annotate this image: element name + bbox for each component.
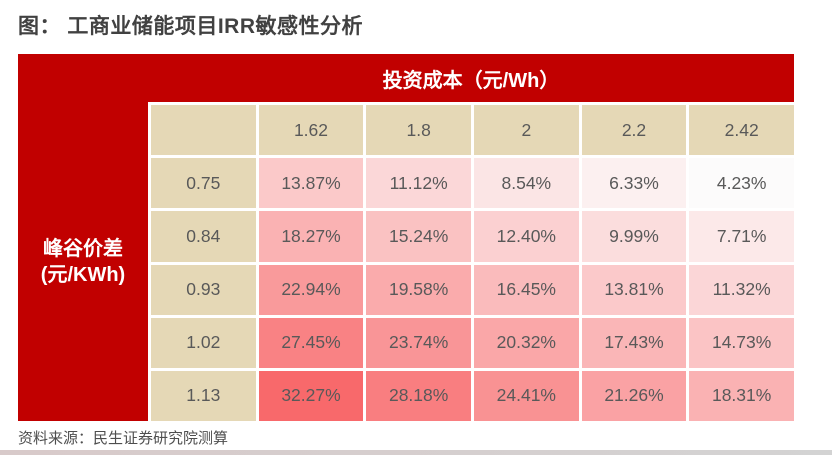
investment-cost-header-label: 投资成本（元/Wh） xyxy=(382,69,560,92)
heatmap-cell: 23.74% xyxy=(366,317,471,368)
heatmap-cell: 15.24% xyxy=(366,211,471,262)
heatmap-cell: 19.58% xyxy=(366,264,471,315)
heatmap-cell: 9.99% xyxy=(581,211,687,262)
heatmap-cell: 11.12% xyxy=(366,158,471,209)
heatmap-cell: 20.32% xyxy=(473,317,579,368)
heatmap-cell: 4.23% xyxy=(689,158,794,209)
heatmap-cell: 24.41% xyxy=(473,370,579,421)
heatmap-cell: 21.26% xyxy=(581,370,687,421)
heatmap-cell: 14.73% xyxy=(689,317,794,368)
heatmap-cell: 8.54% xyxy=(473,158,579,209)
row-header-cell: 0.84 xyxy=(151,211,256,262)
heatmap-cell: 16.45% xyxy=(473,264,579,315)
heatmap-cell: 32.27% xyxy=(258,370,364,421)
heatmap-cell: 17.43% xyxy=(581,317,687,368)
heatmap-cell: 13.81% xyxy=(581,264,687,315)
row-header-cell: 1.02 xyxy=(151,317,256,368)
heatmap-cell: 18.31% xyxy=(689,370,794,421)
col-header-cell: 1.62 xyxy=(258,105,364,156)
row-header-cell: 1.13 xyxy=(151,370,256,421)
heatmap-cell: 27.45% xyxy=(258,317,364,368)
heatmap-cell: 18.27% xyxy=(258,211,364,262)
figure-title: 图： 工商业储能项目IRR敏感性分析 xyxy=(18,15,363,38)
heatmap-cell: 28.18% xyxy=(366,370,471,421)
row-header-cell: 0.93 xyxy=(151,264,256,315)
heatmap-grid: 1.62 1.8 2 2.2 2.42 0.75 13.87% 11.12% 8.54% 6.33… xyxy=(148,102,794,421)
investment-cost-header: 投资成本（元/Wh） xyxy=(148,54,794,102)
heatmap-cell: 11.32% xyxy=(689,264,794,315)
peak-valley-label: 峰谷价差 (元/KWh) xyxy=(18,102,148,421)
heatmap-cell: 13.87% xyxy=(258,158,364,209)
col-header-cell: 2.2 xyxy=(581,105,687,156)
heatmap-cell: 12.40% xyxy=(473,211,579,262)
col-header-cell: 1.8 xyxy=(366,105,471,156)
peak-valley-label-line2: (元/KWh) xyxy=(40,263,126,286)
irr-sensitivity-heatmap: 投资成本（元/Wh） 峰谷价差 (元/KWh) 1.62 1.8 2 2.2 2.42 0… xyxy=(18,54,794,421)
heatmap-cell: 7.71% xyxy=(689,211,794,262)
source-note: 资料来源：民生证券研究院测算 xyxy=(18,430,229,447)
row-header-cell: 0.75 xyxy=(151,158,256,209)
corner-cell xyxy=(151,105,256,156)
bottom-divider xyxy=(0,450,832,455)
col-header-cell: 2 xyxy=(473,105,579,156)
heatmap-cell: 6.33% xyxy=(581,158,687,209)
heatmap-cell: 22.94% xyxy=(258,264,364,315)
col-header-cell: 2.42 xyxy=(689,105,794,156)
peak-valley-label-line1: 峰谷价差 xyxy=(43,237,123,260)
